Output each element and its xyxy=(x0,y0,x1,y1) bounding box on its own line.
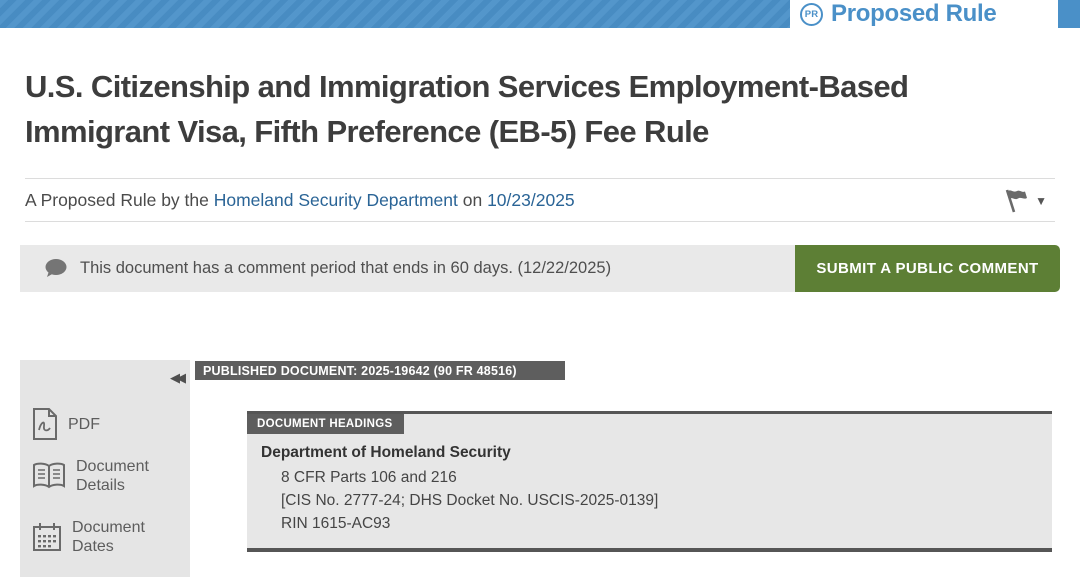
sidebar-item-pdf[interactable]: PDF xyxy=(32,408,163,440)
pdf-file-icon xyxy=(32,408,58,440)
document-type-banner: PR Proposed Rule xyxy=(0,0,1080,28)
document-headings-content: Department of Homeland Security 8 CFR Pa… xyxy=(247,434,1052,535)
byline-connector: on xyxy=(457,189,488,210)
byline-text: A Proposed Rule by the Homeland Security… xyxy=(25,190,575,211)
comment-period-bar: This document has a comment period that … xyxy=(20,245,1060,292)
proposed-rule-link[interactable]: PR Proposed Rule xyxy=(800,0,997,28)
sidebar-item-label: Document Dates xyxy=(72,519,145,555)
byline-row: A Proposed Rule by the Homeland Security… xyxy=(25,178,1055,222)
published-document-banner: PUBLISHED DOCUMENT: 2025-19642 (90 FR 48… xyxy=(195,361,565,380)
proposed-rule-badge-icon: PR xyxy=(800,2,823,26)
submit-public-comment-button[interactable]: SUBMIT A PUBLIC COMMENT xyxy=(795,245,1060,292)
rin-line: RIN 1615-AC93 xyxy=(281,515,391,532)
sidebar-item-label: Document Details xyxy=(76,458,149,494)
agency-heading: Department of Homeland Security xyxy=(261,444,511,461)
document-sidebar: ◀◀ PDF xyxy=(20,360,190,577)
sidebar-item-label: PDF xyxy=(68,415,100,433)
chevron-down-icon: ▼ xyxy=(1035,194,1047,208)
cfr-parts-line: 8 CFR Parts 106 and 216 xyxy=(281,469,457,486)
flag-icon xyxy=(1001,188,1031,214)
document-headings-label: DOCUMENT HEADINGS xyxy=(247,414,405,434)
docket-number-line: [CIS No. 2777-24; DHS Docket No. USCIS-2… xyxy=(281,492,659,509)
page-title: U.S. Citizenship and Immigration Service… xyxy=(25,69,909,149)
sidebar-item-document-details[interactable]: Document Details xyxy=(32,457,171,495)
speech-bubble-icon xyxy=(44,258,68,280)
proposed-rule-label: Proposed Rule xyxy=(831,0,997,27)
book-icon xyxy=(32,462,66,490)
flag-dropdown-button[interactable]: ▼ xyxy=(1001,179,1047,223)
byline-prefix: A Proposed Rule by the xyxy=(25,189,214,210)
calendar-icon xyxy=(32,522,62,552)
sidebar-collapse-button[interactable]: ◀◀ xyxy=(170,370,186,385)
document-headings-box: DOCUMENT HEADINGS Department of Homeland… xyxy=(247,411,1052,552)
comment-period-message: This document has a comment period that … xyxy=(80,259,612,277)
comment-period-message-area: This document has a comment period that … xyxy=(20,245,795,292)
agency-link[interactable]: Homeland Security Department xyxy=(213,189,458,210)
banner-bar-left xyxy=(0,0,790,28)
sidebar-item-document-dates[interactable]: Document Dates xyxy=(32,518,167,556)
publication-date-link[interactable]: 10/23/2025 xyxy=(487,189,575,210)
banner-bar-right xyxy=(1058,0,1080,28)
